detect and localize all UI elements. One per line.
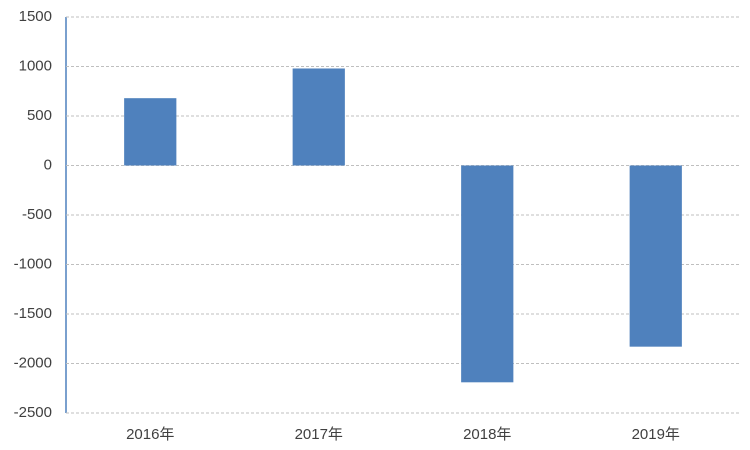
y-tick-label: -1000: [14, 255, 52, 272]
y-tick-label: 0: [44, 156, 52, 173]
y-tick-label: -1500: [14, 305, 52, 322]
y-tick-label: -500: [22, 206, 52, 223]
x-tick-label: 2019年: [632, 426, 680, 443]
y-tick-label: 500: [27, 107, 52, 124]
x-tick-label: 2017年: [295, 426, 343, 443]
x-tick-label: 2018年: [463, 426, 511, 443]
bar: [124, 98, 177, 166]
y-tick-label: -2000: [14, 354, 52, 371]
y-tick-label: 1500: [19, 8, 52, 25]
y-tick-label: -2500: [14, 404, 52, 421]
y-tick-label: 1000: [19, 57, 52, 74]
bar: [629, 165, 682, 347]
bar: [461, 165, 514, 383]
x-tick-label: 2016年: [126, 426, 174, 443]
bar: [292, 68, 345, 166]
